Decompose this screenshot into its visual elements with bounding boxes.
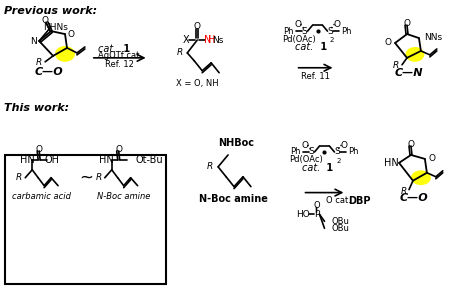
Text: 2: 2 [329,37,334,43]
Text: HN: HN [20,155,35,165]
Text: C—N: C—N [395,68,423,78]
Text: S: S [328,27,333,35]
Text: DBP: DBP [348,195,371,206]
Text: N: N [204,35,212,45]
Text: 2: 2 [336,158,341,164]
Text: NHNs: NHNs [43,23,67,32]
Text: O: O [384,38,392,47]
Bar [5,155,166,284]
Text: C—O: C—O [400,193,428,203]
Text: O: O [428,154,435,163]
Text: O: O [334,20,341,29]
Text: H: H [209,35,216,45]
Text: O: O [294,20,301,29]
Text: O: O [42,16,49,25]
Text: S: S [309,148,314,156]
Text: Ph: Ph [341,27,352,35]
Text: Ref. 11: Ref. 11 [301,72,330,81]
Text: C—O: C—O [35,67,64,77]
Text: O: O [67,30,74,38]
Text: X: X [183,35,190,45]
Text: O: O [115,145,122,153]
Text: O: O [341,141,348,150]
Text: R: R [393,61,399,70]
Text: Pd(OAc): Pd(OAc) [282,35,316,44]
Text: O: O [408,139,414,148]
Text: This work:: This work: [4,103,70,114]
Text: OBu: OBu [331,224,349,233]
Text: cat.: cat. [98,44,120,54]
Text: O: O [313,201,320,210]
Ellipse shape [405,47,424,62]
Text: Previous work:: Previous work: [4,6,98,16]
Ellipse shape [55,46,75,62]
Text: Ot-Bu: Ot-Bu [136,155,163,165]
Text: HN: HN [384,158,399,168]
Text: N-Boc amine: N-Boc amine [199,193,267,204]
Text: Ns: Ns [212,35,224,44]
Text: N-Boc amine: N-Boc amine [97,192,150,201]
Text: HN: HN [100,155,114,165]
Text: R: R [96,173,102,182]
Text: NNs: NNs [424,32,442,41]
Text: O cat.: O cat. [327,196,351,205]
Text: R: R [401,187,407,196]
Text: NHBoc: NHBoc [218,138,254,148]
Text: O: O [301,141,308,150]
Text: Ref. 12: Ref. 12 [105,60,134,69]
Text: R: R [36,58,42,67]
Text: AgOTf cat.: AgOTf cat. [98,51,142,60]
Text: Ph: Ph [283,27,294,35]
Text: 1: 1 [317,42,327,52]
Text: cat.: cat. [302,163,323,173]
Text: S: S [335,148,340,156]
Text: O: O [403,19,410,28]
Text: Ph: Ph [290,148,301,156]
Text: O: O [36,145,43,153]
Text: R: R [16,173,22,182]
Text: S: S [302,27,308,35]
Text: 1: 1 [323,163,334,173]
Text: carbamic acid: carbamic acid [12,192,71,201]
Text: HO: HO [296,210,310,219]
Text: P: P [314,210,319,219]
Text: 1: 1 [120,44,130,54]
Text: ~: ~ [79,169,93,187]
Text: X = O, NH: X = O, NH [176,79,219,88]
Text: O: O [194,22,201,31]
Text: R: R [207,162,213,171]
Text: OH: OH [45,155,60,165]
Ellipse shape [411,170,431,185]
Text: Pd(OAc): Pd(OAc) [289,155,322,164]
Text: N: N [30,37,36,46]
Text: OBu: OBu [331,217,349,226]
Text: Ph: Ph [348,148,359,156]
Text: R: R [177,48,183,58]
Text: cat.: cat. [295,42,317,52]
